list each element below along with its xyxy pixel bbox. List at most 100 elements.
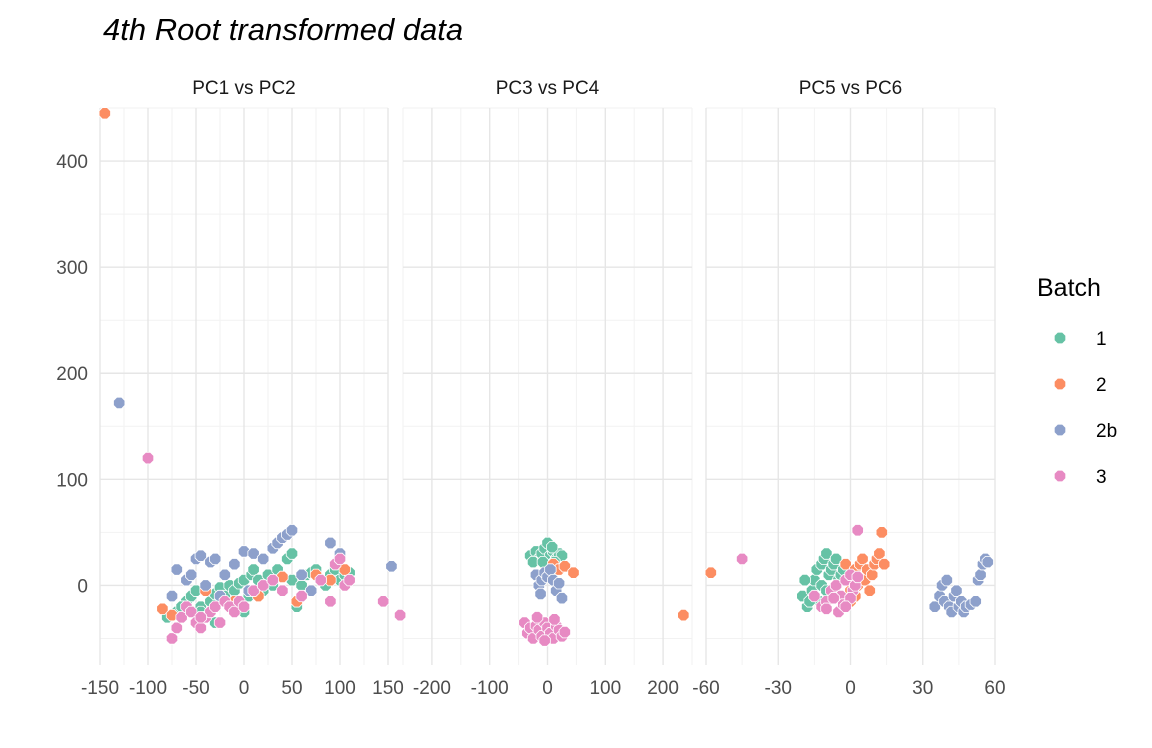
data-point — [165, 632, 179, 645]
panel-points — [704, 524, 994, 619]
data-point — [156, 602, 169, 615]
x-tick-label: -200 — [413, 678, 451, 699]
data-point — [820, 602, 833, 615]
data-point — [829, 552, 843, 566]
legend-key — [1053, 469, 1067, 483]
data-point — [808, 589, 821, 603]
data-point — [295, 568, 308, 581]
chart-title: 4th Root transformed data — [103, 12, 463, 47]
series-batch-2 — [547, 558, 690, 622]
x-tick-label: 150 — [372, 678, 404, 699]
legend-key — [1053, 331, 1067, 345]
y-tick-label: 100 — [56, 470, 88, 491]
series-batch-3 — [736, 524, 864, 619]
data-point — [285, 547, 299, 560]
series-batch-3 — [141, 451, 390, 645]
data-point — [558, 625, 571, 639]
data-point — [875, 526, 888, 539]
y-tick-label: 200 — [56, 364, 88, 385]
data-point — [981, 555, 994, 569]
data-point — [530, 611, 544, 624]
series-batch-1 — [524, 536, 569, 569]
data-point — [237, 545, 251, 558]
facet-strip-title: PC1 vs PC2 — [192, 78, 295, 99]
y-tick-label: 300 — [56, 258, 88, 279]
data-point — [165, 609, 179, 622]
data-point — [555, 592, 569, 605]
data-point — [940, 574, 953, 587]
data-point — [276, 584, 289, 597]
data-point — [285, 524, 299, 537]
y-tick-label: 0 — [77, 576, 88, 597]
data-point — [141, 451, 155, 465]
data-point — [218, 568, 231, 581]
facet-panel: PC1 vs PC2 -150 -100 -50 0 50 100 150 — [81, 78, 404, 699]
data-point — [552, 577, 566, 590]
legend-key — [1053, 377, 1067, 391]
x-tick-label: 200 — [647, 678, 679, 699]
x-tick-label: -150 — [81, 678, 119, 699]
data-point — [526, 555, 540, 569]
data-point — [863, 584, 876, 597]
data-point — [558, 560, 571, 573]
data-point — [704, 566, 717, 579]
data-point — [185, 605, 198, 619]
data-point — [538, 634, 551, 647]
data-point — [839, 600, 852, 613]
panel-points — [98, 107, 390, 645]
data-point — [324, 536, 337, 550]
facet-strip-title: PC3 vs PC4 — [496, 78, 600, 99]
data-point — [820, 547, 833, 560]
data-point — [851, 524, 864, 537]
y-axis: 0 100 200 300 400 — [56, 152, 88, 597]
data-point — [856, 552, 869, 566]
data-point — [969, 595, 982, 608]
data-point — [98, 107, 111, 120]
data-point — [736, 552, 749, 566]
data-point — [247, 547, 260, 560]
series-batch-2b — [113, 396, 347, 603]
x-tick-label: 60 — [984, 678, 1005, 699]
data-point — [295, 589, 308, 603]
data-point — [237, 600, 251, 613]
data-point — [228, 558, 241, 571]
data-point — [878, 558, 891, 571]
data-point — [266, 574, 279, 587]
data-point — [199, 579, 212, 592]
data-point — [548, 613, 561, 626]
legend-label: 3 — [1096, 467, 1107, 488]
data-point — [873, 547, 886, 560]
legend-label: 2b — [1096, 421, 1117, 442]
data-point — [839, 558, 852, 571]
x-tick-label: -100 — [129, 678, 167, 699]
data-point — [677, 609, 690, 622]
data-point — [393, 609, 407, 622]
x-tick-label: -30 — [765, 678, 792, 699]
series-batch-2 — [98, 107, 351, 622]
series-batch-3 — [393, 609, 571, 647]
x-tick-label: -100 — [471, 678, 509, 699]
data-point — [185, 568, 198, 581]
data-point — [314, 574, 327, 587]
legend-label: 2 — [1096, 375, 1107, 396]
x-tick-label: 0 — [542, 678, 553, 699]
data-point — [546, 541, 559, 554]
x-tick-label: -60 — [692, 678, 719, 699]
x-tick-label: 0 — [845, 678, 856, 699]
data-point — [377, 595, 390, 608]
data-point — [544, 563, 557, 576]
data-point — [247, 563, 260, 576]
data-point — [324, 595, 337, 608]
facet-panel: PC3 vs PC4 -200 -100 0 100 200 — [385, 78, 693, 699]
x-tick-label: 100 — [589, 678, 621, 699]
legend: Batch 1 2 2b 3 — [1037, 274, 1117, 488]
data-point — [113, 396, 126, 410]
x-tick-label: 0 — [239, 678, 250, 699]
data-point — [194, 621, 207, 634]
data-point — [567, 566, 580, 579]
data-point — [170, 563, 183, 576]
legend-label: 1 — [1096, 329, 1107, 350]
data-point — [333, 552, 347, 566]
